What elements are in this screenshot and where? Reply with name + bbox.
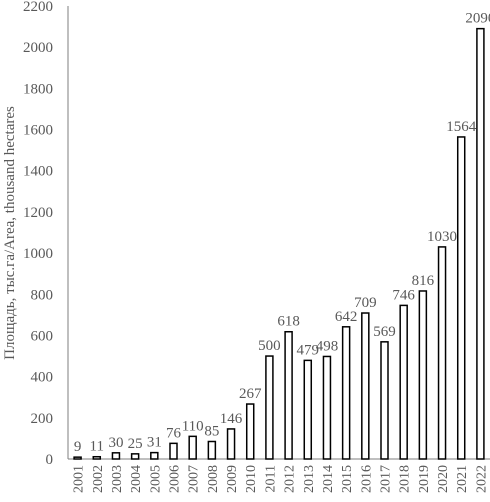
x-tick-label: 2001 bbox=[72, 465, 87, 493]
bar bbox=[341, 326, 351, 460]
data-label: 1030 bbox=[427, 229, 457, 245]
data-label: 498 bbox=[316, 338, 339, 354]
y-tick-label: 2200 bbox=[23, 0, 53, 15]
bar bbox=[188, 435, 197, 460]
x-tick-label: 2018 bbox=[398, 465, 413, 493]
data-label: 709 bbox=[354, 295, 377, 311]
x-tick-label: 2016 bbox=[359, 465, 374, 493]
x-tick-labels: 2001 2002 2003 2004 2005 2006 2007 2008 2009 2010… bbox=[72, 465, 490, 493]
bar bbox=[245, 403, 255, 460]
bar bbox=[476, 27, 485, 460]
data-label: 110 bbox=[182, 418, 204, 434]
x-tick-label: 2008 bbox=[206, 465, 221, 493]
y-axis-title: Площадь, тыс.га/Area, thousand hectares bbox=[2, 106, 18, 360]
data-label: 85 bbox=[204, 423, 219, 439]
y-axis-title-group: Площадь, тыс.га/Area, thousand hectares bbox=[2, 106, 18, 360]
data-label: 30 bbox=[108, 435, 123, 451]
x-tick-label: 2022 bbox=[474, 465, 489, 493]
bar bbox=[437, 246, 447, 460]
bars bbox=[73, 27, 485, 460]
bar bbox=[303, 359, 313, 460]
x-tick-label: 2020 bbox=[436, 465, 451, 493]
y-tick-labels: 0 200 400 600 800 1000 1200 1400 1600 1800 2000 220… bbox=[23, 0, 53, 468]
y-tick-label: 1800 bbox=[23, 81, 53, 97]
bar bbox=[92, 455, 102, 460]
x-tick-label: 2006 bbox=[168, 465, 183, 493]
bar bbox=[456, 136, 466, 460]
y-tick-label: 2000 bbox=[23, 40, 53, 56]
x-tick-label: 2007 bbox=[187, 465, 202, 493]
bar bbox=[226, 428, 236, 460]
x-tick-label: 2019 bbox=[417, 465, 432, 493]
data-label: 25 bbox=[128, 436, 143, 452]
data-label: 267 bbox=[239, 386, 262, 402]
x-tick-label: 2005 bbox=[148, 465, 163, 493]
bar bbox=[265, 355, 274, 460]
data-label: 1564 bbox=[446, 119, 477, 135]
bar bbox=[169, 442, 178, 460]
data-label: 746 bbox=[392, 287, 415, 303]
data-label: 500 bbox=[258, 338, 281, 354]
bar bbox=[322, 355, 332, 460]
data-label: 816 bbox=[412, 273, 435, 289]
y-tick-label: 800 bbox=[31, 287, 54, 303]
bar bbox=[207, 440, 217, 460]
x-tick-label: 2017 bbox=[379, 465, 394, 493]
data-label: 479 bbox=[297, 342, 320, 358]
x-tick-label: 2002 bbox=[91, 465, 106, 493]
data-label: 2090 bbox=[465, 11, 490, 27]
data-label: 11 bbox=[90, 439, 104, 455]
bar bbox=[361, 312, 370, 460]
data-label: 31 bbox=[147, 435, 162, 451]
x-tick-label: 2013 bbox=[302, 465, 317, 493]
x-tick-label: 2014 bbox=[321, 465, 336, 493]
data-label: 569 bbox=[373, 324, 396, 340]
data-label: 9 bbox=[74, 439, 82, 455]
bar bbox=[380, 341, 389, 460]
y-tick-label: 1000 bbox=[23, 246, 53, 262]
x-tick-label: 2011 bbox=[263, 465, 278, 492]
bar bbox=[111, 452, 121, 460]
x-tick-label: 2003 bbox=[110, 465, 125, 493]
bar bbox=[418, 290, 428, 460]
bar bbox=[150, 451, 159, 460]
x-tick-label: 2012 bbox=[283, 465, 298, 493]
bar bbox=[399, 304, 408, 460]
x-tick-label: 2009 bbox=[225, 465, 240, 493]
data-label: 618 bbox=[277, 314, 300, 330]
x-tick-label: 2004 bbox=[129, 465, 144, 493]
x-tick-label: 2010 bbox=[244, 465, 259, 493]
x-tick-label: 2021 bbox=[455, 465, 470, 493]
bar bbox=[73, 456, 82, 460]
data-label: 642 bbox=[335, 309, 358, 325]
y-tick-label: 1200 bbox=[23, 205, 53, 221]
y-tick-label: 0 bbox=[46, 452, 54, 468]
data-label: 146 bbox=[220, 411, 243, 427]
y-tick-label: 1600 bbox=[23, 123, 53, 139]
y-tick-label: 400 bbox=[31, 370, 54, 386]
bar bbox=[284, 330, 293, 460]
y-tick-label: 200 bbox=[31, 411, 54, 427]
x-tick-label: 2015 bbox=[340, 465, 355, 493]
y-tick-label: 600 bbox=[31, 328, 54, 344]
bar bbox=[130, 453, 140, 460]
data-label: 76 bbox=[166, 425, 182, 441]
y-tick-label: 1400 bbox=[23, 164, 53, 180]
